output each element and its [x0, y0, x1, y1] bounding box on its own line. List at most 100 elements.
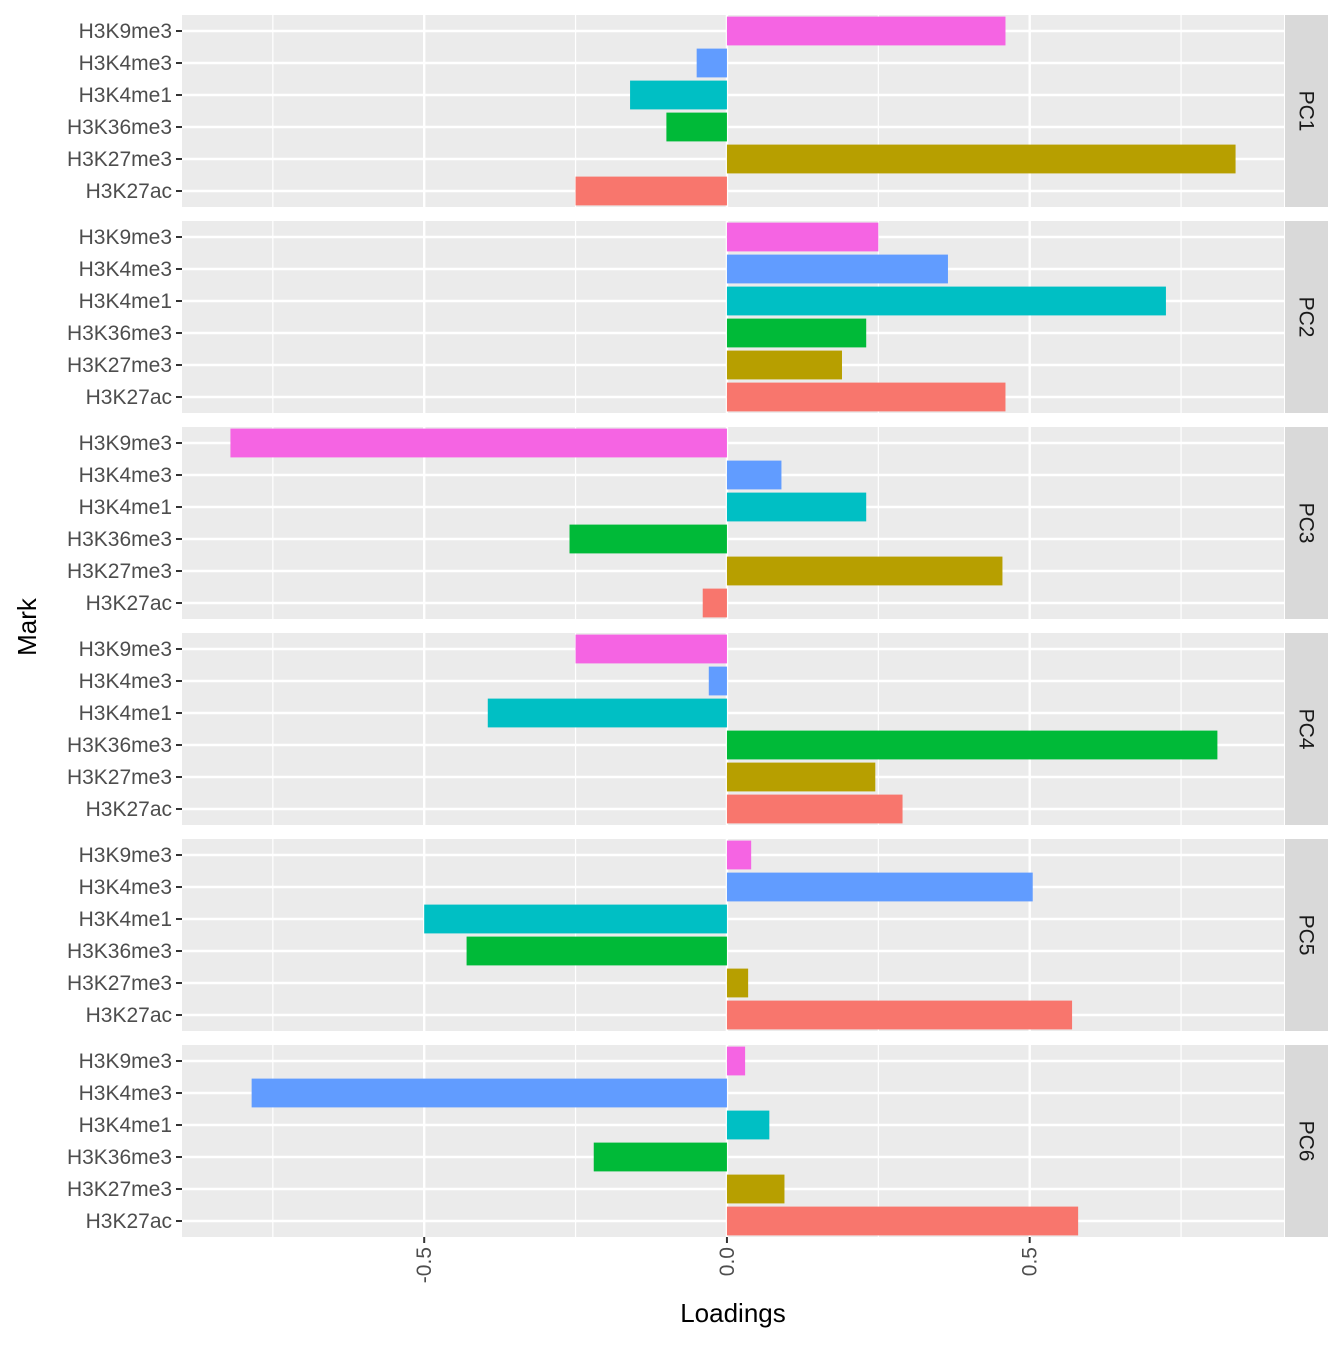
- y-tick-label: H3K4me3: [79, 1082, 172, 1105]
- facet-strip: [1285, 221, 1328, 413]
- y-tick-label: H3K27ac: [86, 798, 172, 821]
- y-tick-label: H3K4me1: [79, 1114, 172, 1137]
- y-tick-label: H3K36me3: [67, 322, 172, 345]
- panel-background: [182, 15, 1284, 207]
- bar-pc6-h3k4me1: [726, 1110, 770, 1140]
- facet-panel-pc5: H3K9me3 H3K4me3 H3K4me1 H3K36me3 H3K27me3 H3K…: [67, 839, 1328, 1031]
- y-tick-label: H3K9me3: [79, 638, 172, 661]
- bar-pc1-h3k36me3: [666, 112, 727, 142]
- y-tick-label: H3K9me3: [79, 1050, 172, 1073]
- y-tick-label: H3K36me3: [67, 116, 172, 139]
- bar-pc4-h3k36me3: [726, 730, 1218, 760]
- panel-background: [182, 1045, 1284, 1237]
- y-tick-label: H3K27me3: [67, 1178, 172, 1201]
- x-tick-label: 0.5: [1019, 1247, 1042, 1276]
- facet-panel-pc3: H3K9me3 H3K4me3 H3K4me1 H3K36me3 H3K27me3 H3K…: [67, 427, 1328, 619]
- bar-pc5-h3k9me3: [726, 840, 752, 870]
- x-tick-label: -0.5: [413, 1247, 436, 1283]
- facet-strip-label: PC1: [1295, 91, 1318, 132]
- axis-layer: -0.5 0.0 0.5: [413, 1237, 1042, 1283]
- facet-panel-pc6: H3K9me3 H3K4me3 H3K4me1 H3K36me3 H3K27me3 H3K…: [67, 1045, 1328, 1237]
- panel-background: [182, 221, 1284, 413]
- bar-pc1-h3k4me1: [630, 80, 727, 110]
- bar-pc4-h3k27me3: [726, 762, 876, 792]
- y-tick-label: H3K36me3: [67, 1146, 172, 1169]
- bar-pc3-h3k4me1: [726, 492, 867, 522]
- facet-strip-label: PC2: [1295, 297, 1318, 338]
- bar-pc2-h3k4me1: [726, 286, 1166, 316]
- bar-pc2-h3k27ac: [726, 382, 1006, 412]
- bar-pc5-h3k27me3: [726, 968, 749, 998]
- x-tick-label: 0.0: [716, 1247, 739, 1276]
- bar-pc3-h3k27me3: [726, 556, 1003, 586]
- y-tick-label: H3K4me1: [79, 702, 172, 725]
- x-axis-title: Loadings: [680, 1298, 786, 1328]
- facet-strip: [1285, 427, 1328, 619]
- facet-strip: [1285, 633, 1328, 825]
- y-tick-label: H3K4me3: [79, 52, 172, 75]
- y-tick-label: H3K27ac: [86, 386, 172, 409]
- facet-panel-pc4: H3K9me3 H3K4me3 H3K4me1 H3K36me3 H3K27me3 H3K…: [67, 633, 1328, 825]
- panels-layer: H3K9me3 H3K4me3 H3K4me1 H3K36me3 H3K27me3 H3K…: [67, 15, 1328, 1237]
- facet-strip: [1285, 1045, 1328, 1237]
- bar-pc1-h3k27me3: [726, 144, 1236, 174]
- bar-pc5-h3k36me3: [466, 936, 727, 966]
- y-tick-label: H3K27ac: [86, 1210, 172, 1233]
- facet-strip-label: PC3: [1295, 503, 1318, 544]
- y-tick-label: H3K27ac: [86, 1004, 172, 1027]
- bar-pc2-h3k4me3: [726, 254, 948, 284]
- y-tick-label: H3K4me1: [79, 496, 172, 519]
- bar-pc4-h3k27ac: [726, 794, 903, 824]
- y-tick-label: H3K27me3: [67, 148, 172, 171]
- y-tick-label: H3K4me1: [79, 84, 172, 107]
- facet-strip-label: PC6: [1295, 1121, 1318, 1162]
- bar-pc5-h3k4me3: [726, 872, 1033, 902]
- bar-pc1-h3k9me3: [726, 16, 1006, 46]
- y-tick-label: H3K9me3: [79, 844, 172, 867]
- y-tick-label: H3K27me3: [67, 972, 172, 995]
- y-tick-label: H3K27ac: [86, 592, 172, 615]
- bar-pc1-h3k27ac: [575, 176, 727, 206]
- y-tick-label: H3K4me1: [79, 290, 172, 313]
- y-axis-title: Mark: [12, 597, 42, 656]
- bar-pc6-h3k27me3: [726, 1174, 785, 1204]
- bar-pc3-h3k9me3: [230, 428, 727, 458]
- y-tick-label: H3K36me3: [67, 528, 172, 551]
- panel-background: [182, 427, 1284, 619]
- bar-pc4-h3k4me3: [708, 666, 727, 696]
- bar-pc5-h3k4me1: [424, 904, 727, 934]
- bar-pc6-h3k27ac: [726, 1206, 1079, 1236]
- y-tick-label: H3K27me3: [67, 354, 172, 377]
- bar-pc3-h3k4me3: [726, 460, 782, 490]
- y-tick-label: H3K27me3: [67, 560, 172, 583]
- y-tick-label: H3K4me3: [79, 464, 172, 487]
- y-tick-label: H3K9me3: [79, 226, 172, 249]
- y-tick-label: H3K27me3: [67, 766, 172, 789]
- y-tick-label: H3K36me3: [67, 734, 172, 757]
- facet-strip: [1285, 15, 1328, 207]
- facet-panel-pc2: H3K9me3 H3K4me3 H3K4me1 H3K36me3 H3K27me3 H3K…: [67, 221, 1328, 413]
- bar-pc4-h3k9me3: [575, 634, 727, 664]
- panel-background: [182, 839, 1284, 1031]
- facet-strip-label: PC4: [1295, 709, 1318, 750]
- facet-panel-pc1: H3K9me3 H3K4me3 H3K4me1 H3K36me3 H3K27me3 H3K…: [67, 15, 1328, 207]
- y-tick-label: H3K9me3: [79, 432, 172, 455]
- bar-pc1-h3k4me3: [696, 48, 727, 78]
- facet-strip: [1285, 839, 1328, 1031]
- bar-pc4-h3k4me1: [487, 698, 727, 728]
- bar-pc3-h3k27ac: [702, 588, 727, 618]
- bar-pc2-h3k27me3: [726, 350, 842, 380]
- facet-strip-label: PC5: [1295, 915, 1318, 956]
- y-tick-label: H3K9me3: [79, 20, 172, 43]
- panel-background: [182, 633, 1284, 825]
- bar-pc6-h3k36me3: [593, 1142, 727, 1172]
- y-tick-label: H3K4me3: [79, 258, 172, 281]
- bar-pc3-h3k36me3: [569, 524, 727, 554]
- bar-pc5-h3k27ac: [726, 1000, 1073, 1030]
- bar-pc6-h3k4me3: [251, 1078, 727, 1108]
- bar-pc2-h3k36me3: [726, 318, 867, 348]
- y-tick-label: H3K36me3: [67, 940, 172, 963]
- y-tick-label: H3K4me3: [79, 670, 172, 693]
